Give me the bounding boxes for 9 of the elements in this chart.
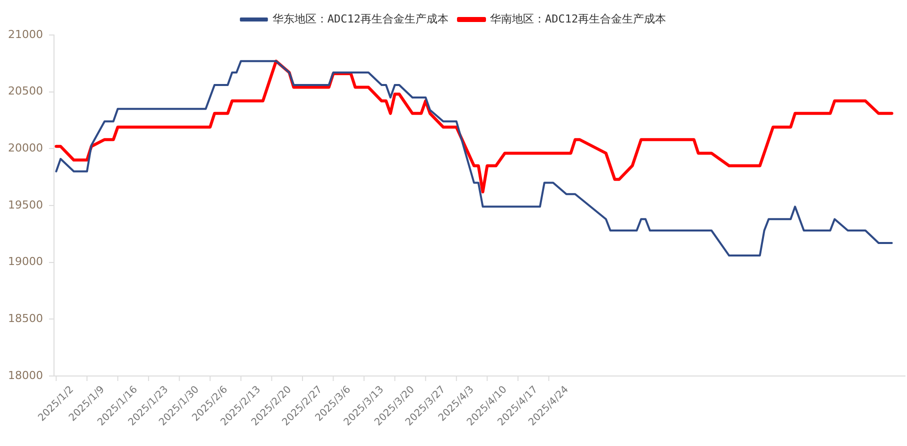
y-tick-label: 19500 <box>8 198 43 212</box>
y-tick-label: 18500 <box>8 312 43 326</box>
legend-label: 华东地区：ADC12再生合金生产成本 <box>272 12 449 26</box>
y-tick-label: 18000 <box>8 368 43 382</box>
y-tick-label: 20000 <box>8 142 43 155</box>
y-tick-label: 19000 <box>8 255 43 268</box>
y-tick-label: 21000 <box>8 28 43 41</box>
y-tick-label: 20500 <box>8 84 43 98</box>
legend-label: 华南地区：ADC12再生合金生产成本 <box>490 12 666 26</box>
